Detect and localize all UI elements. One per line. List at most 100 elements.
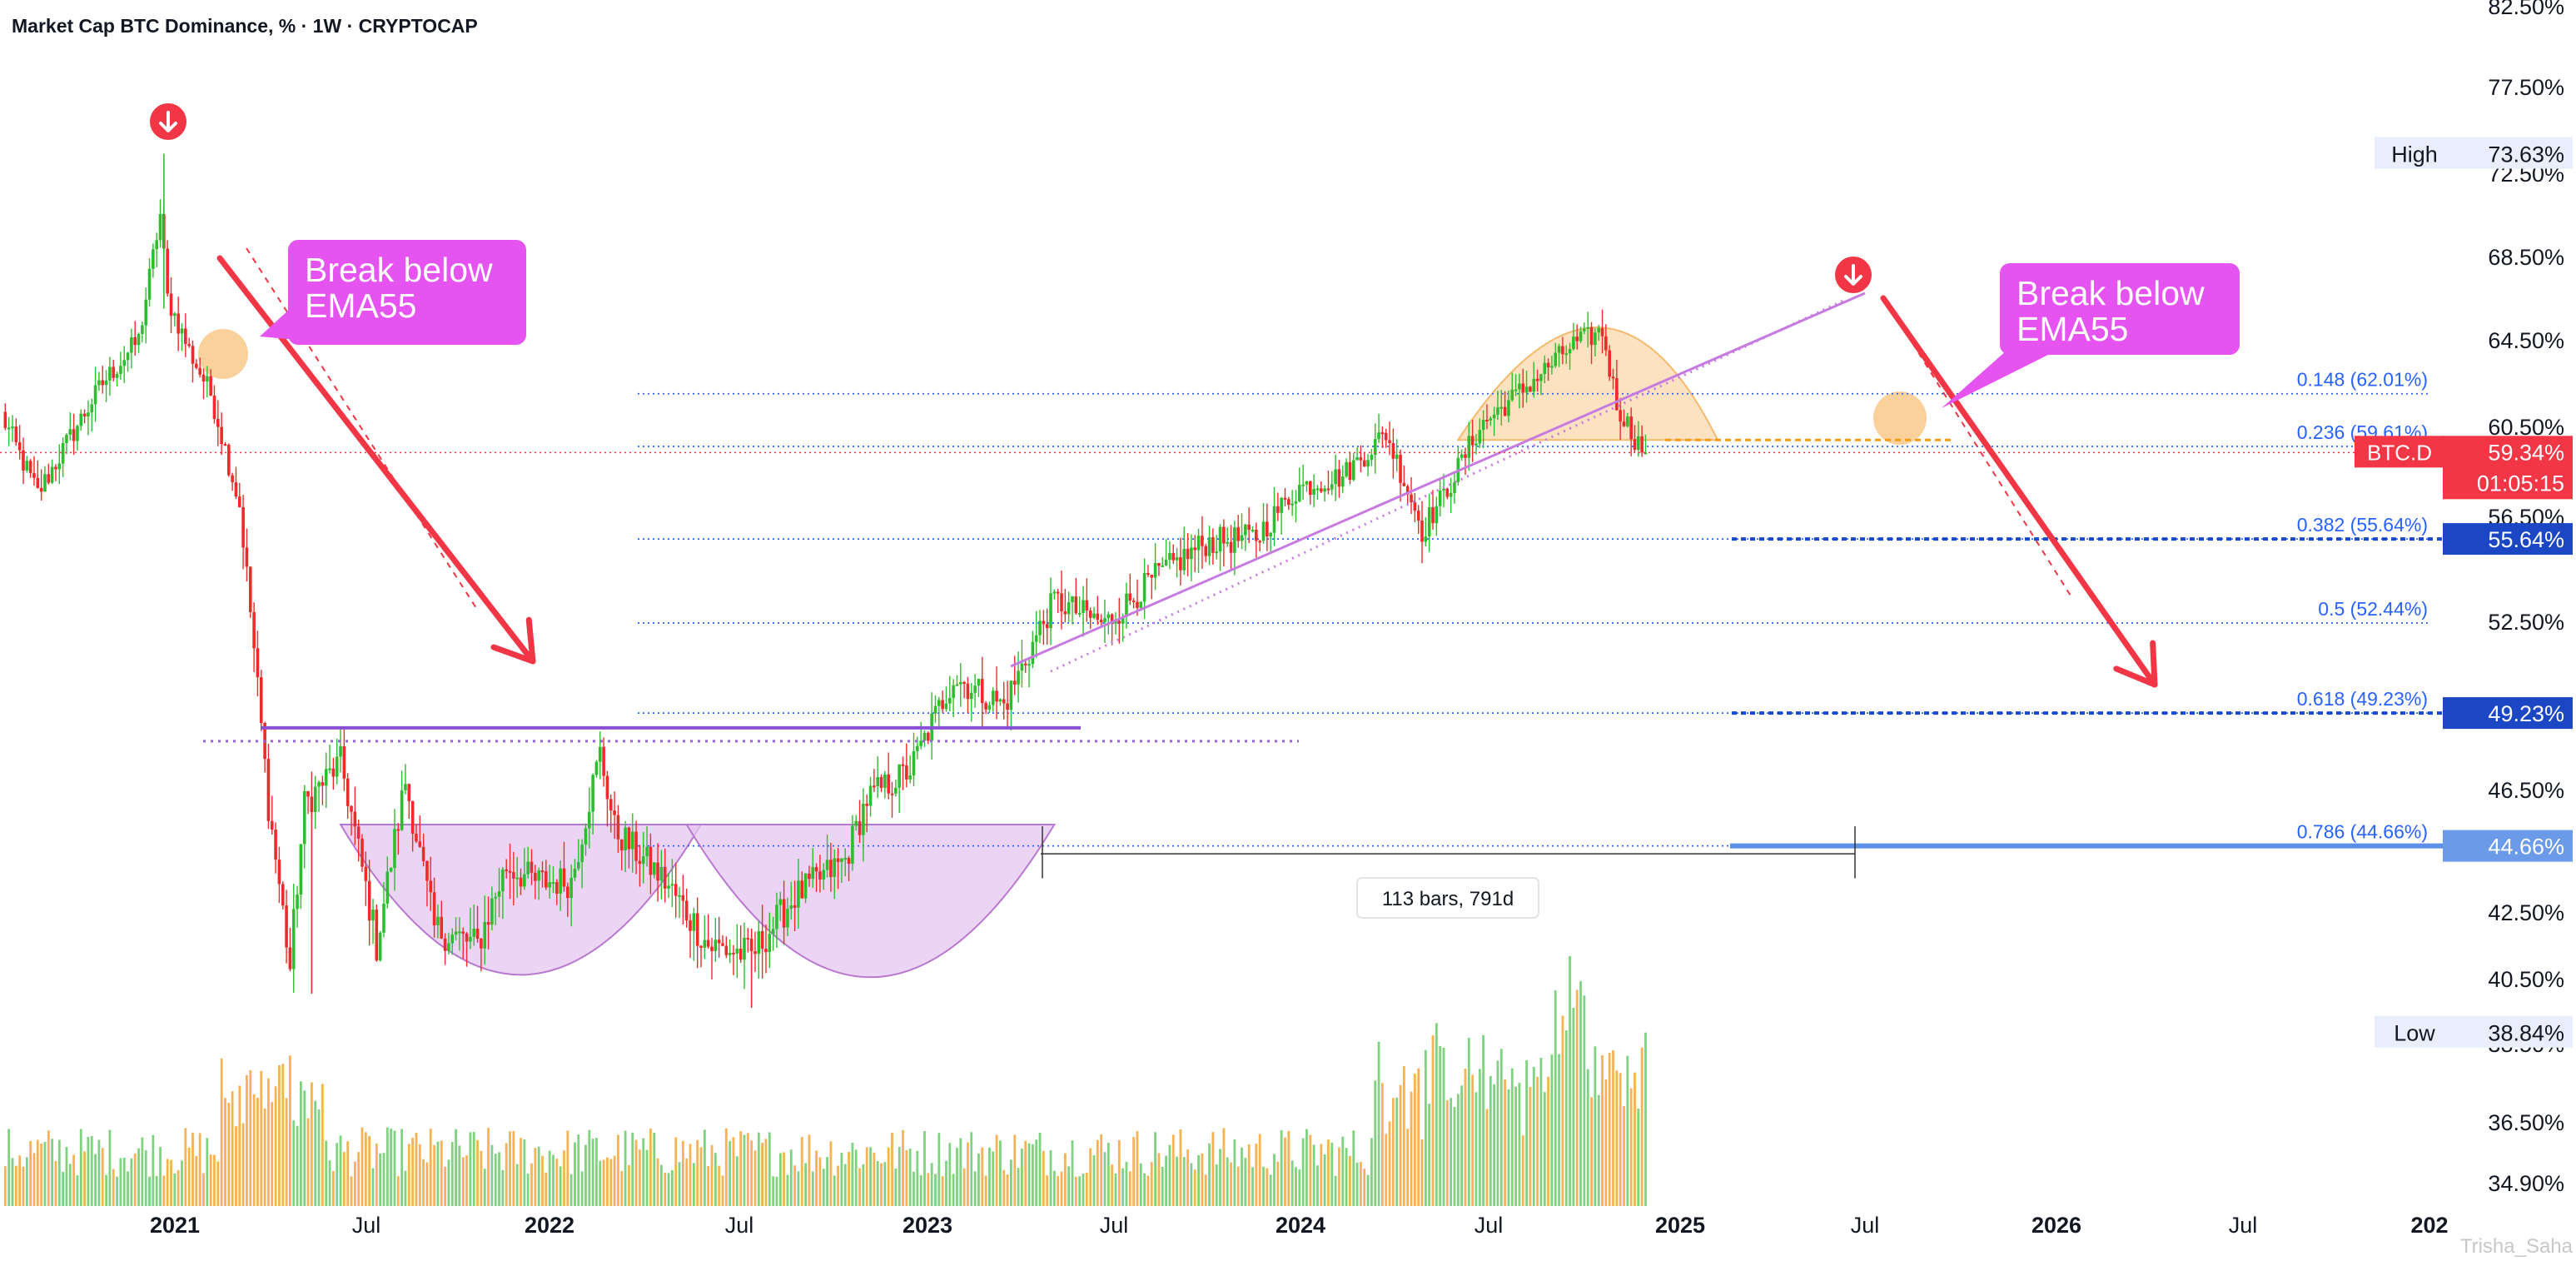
volume-bar (1529, 1087, 1532, 1206)
current-price-badge (2443, 436, 2573, 500)
volume-bar (97, 1139, 101, 1206)
volume-bar (534, 1148, 537, 1206)
volume-bar (1395, 1097, 1399, 1206)
candle-body (1640, 436, 1644, 453)
candle-body (1507, 400, 1510, 416)
candle-body (1290, 503, 1294, 506)
volume-bar (681, 1140, 684, 1206)
volume-bar (599, 1160, 602, 1206)
candle-body (833, 858, 837, 877)
candle-body (624, 827, 627, 851)
volume-bar (411, 1137, 415, 1206)
candle-body (1521, 383, 1525, 393)
time-tick-label: Jul (352, 1213, 381, 1238)
volume-bar (1525, 1059, 1528, 1206)
volume-bar (1067, 1166, 1071, 1206)
volume-bar (418, 1144, 421, 1206)
volume-bar (1550, 1054, 1554, 1206)
candle-body (786, 909, 789, 928)
arrow-down-right (1880, 295, 2158, 688)
candle-body (1589, 326, 1594, 346)
candle-body (299, 844, 303, 895)
candle-body (47, 474, 51, 483)
candle-body (523, 874, 526, 887)
candle-body (1485, 420, 1489, 422)
candle-body (285, 905, 288, 948)
volume-bar (1601, 1054, 1604, 1206)
candle-body (1236, 527, 1240, 541)
candle-body (1226, 541, 1229, 544)
volume-bar (1380, 1083, 1384, 1206)
volume-bar (645, 1149, 649, 1206)
volume-bar (887, 1147, 890, 1206)
volume-bar (689, 1144, 692, 1206)
candle-body (220, 426, 223, 445)
volume-bar (1424, 1049, 1427, 1206)
volume-bar (1273, 1154, 1276, 1206)
candle-body (490, 898, 494, 925)
candle-body (1532, 378, 1536, 392)
candle-body (814, 867, 818, 872)
candle-body (634, 831, 638, 861)
volume-bar (206, 1138, 209, 1206)
volume-bar (256, 1097, 259, 1206)
candle-body (1305, 481, 1309, 485)
arrow-guide (1899, 322, 2074, 601)
volume-bar (1637, 1109, 1640, 1206)
candle-body (1351, 460, 1355, 481)
candle-body (404, 784, 407, 791)
volume-bar (1374, 1080, 1377, 1206)
candle-body (184, 328, 187, 345)
volume-bar (1215, 1164, 1218, 1206)
candle-body (912, 750, 916, 775)
candle-body (879, 776, 883, 788)
volume-bar (919, 1174, 922, 1206)
volume-bar (220, 1058, 223, 1206)
candle-body (764, 949, 768, 953)
candle-body (1337, 469, 1341, 487)
candle-body (1420, 521, 1424, 542)
volume-bar (1320, 1144, 1323, 1206)
price-axis[interactable]: 82.50%77.50%72.50%68.50%64.50%60.50%56.5… (2355, 0, 2573, 1196)
candle-body (1345, 461, 1348, 476)
volume-bar (746, 1133, 749, 1206)
volume-bar (1323, 1154, 1326, 1206)
candle-body (508, 870, 512, 873)
measure-label-box (1356, 877, 1539, 919)
candle-body (1266, 521, 1269, 537)
volume-bar (1547, 1076, 1549, 1206)
left-callout-text: EMA55 (305, 287, 416, 325)
candle-body (793, 905, 797, 908)
volume-bar (292, 1120, 296, 1206)
candle-body (569, 877, 573, 899)
volume-bar (1464, 1069, 1467, 1206)
candle-body (169, 293, 173, 316)
candle-body (266, 759, 271, 821)
candle-body (1535, 378, 1539, 381)
candle-body (652, 862, 656, 875)
candle-body (1629, 416, 1633, 440)
volume-bar (707, 1165, 710, 1206)
candle-body (1031, 641, 1035, 665)
volume-bar (548, 1150, 551, 1206)
candle-body (1161, 565, 1165, 567)
volume-bar (826, 1157, 828, 1206)
volume-bar (1640, 1047, 1644, 1206)
volume-bar (187, 1147, 191, 1206)
volume-bar (1539, 1058, 1543, 1206)
candle-body (187, 344, 191, 346)
time-axis[interactable]: 2021 Jul 2022 Jul 2023 Jul 2024 Jul 2025 Jul 2026 J… (150, 1213, 2574, 1258)
volume-bar (1301, 1138, 1305, 1206)
volume-bar (213, 1154, 216, 1206)
candle-body (1294, 501, 1298, 504)
volume-bar (617, 1134, 619, 1206)
volume-bar (195, 1155, 198, 1206)
volume-bar (800, 1137, 803, 1206)
volume-bar (47, 1130, 50, 1206)
candle-body (180, 328, 184, 334)
candle-body (226, 445, 231, 476)
candle-body (594, 761, 599, 775)
candle-body (519, 877, 523, 887)
candle-body (22, 450, 25, 471)
